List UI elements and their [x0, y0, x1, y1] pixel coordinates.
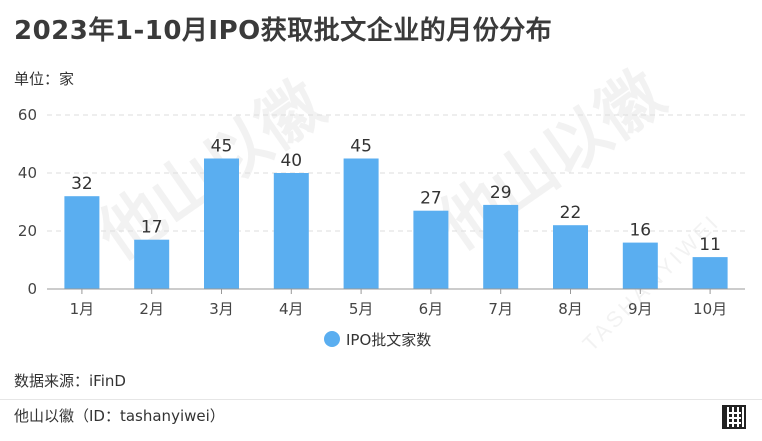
y-tick-label: 60 — [18, 106, 37, 124]
data-label: 17 — [141, 218, 163, 238]
x-tick-label: 2月 — [139, 300, 164, 318]
bar — [413, 210, 449, 289]
bar — [692, 257, 728, 289]
bar — [553, 225, 588, 289]
data-label: 32 — [71, 174, 93, 194]
data-label: 45 — [211, 137, 233, 157]
x-tick-label: 3月 — [209, 300, 234, 318]
x-tick-label: 4月 — [279, 300, 304, 318]
author-credit: 他山以徽（ID：tashanyiwei） — [14, 407, 225, 425]
data-label: 29 — [490, 183, 512, 203]
y-tick-label: 0 — [27, 280, 37, 298]
data-label: 16 — [629, 221, 651, 241]
x-tick-label: 10月 — [693, 300, 727, 318]
legend-marker — [324, 331, 340, 347]
x-tick-label: 6月 — [419, 300, 444, 318]
data-label: 27 — [420, 189, 442, 209]
data-source: 数据来源：iFinD — [14, 372, 126, 390]
data-label: 22 — [560, 203, 582, 223]
x-tick-label: 1月 — [70, 300, 95, 318]
legend-label: IPO批文家数 — [346, 331, 431, 349]
x-tick-label: 8月 — [558, 300, 583, 318]
x-tick-label: 9月 — [628, 300, 653, 318]
y-tick-label: 20 — [18, 222, 37, 240]
x-tick-label: 5月 — [349, 300, 374, 318]
unit-label: 单位：家 — [14, 70, 75, 88]
qr-code-icon[interactable] — [722, 405, 746, 429]
data-label: 45 — [350, 137, 372, 157]
bar — [483, 204, 519, 289]
bar — [622, 242, 658, 289]
chart-title: 2023年1-10月IPO获取批文企业的月份分布 — [14, 16, 553, 46]
bar — [64, 196, 100, 289]
data-label: 11 — [699, 235, 721, 255]
bar — [204, 158, 239, 289]
divider — [0, 399, 762, 400]
data-label: 40 — [280, 151, 302, 171]
y-tick-label: 40 — [18, 164, 37, 182]
bar — [343, 158, 379, 289]
bar — [273, 173, 309, 289]
bar-chart: 0 20 40 60 32 17 45 40 45 27 29 22 16 11 1月 2月 3月 4月 5月 6… — [18, 106, 745, 349]
x-tick-label: 7月 — [488, 300, 513, 318]
bar — [134, 239, 170, 289]
